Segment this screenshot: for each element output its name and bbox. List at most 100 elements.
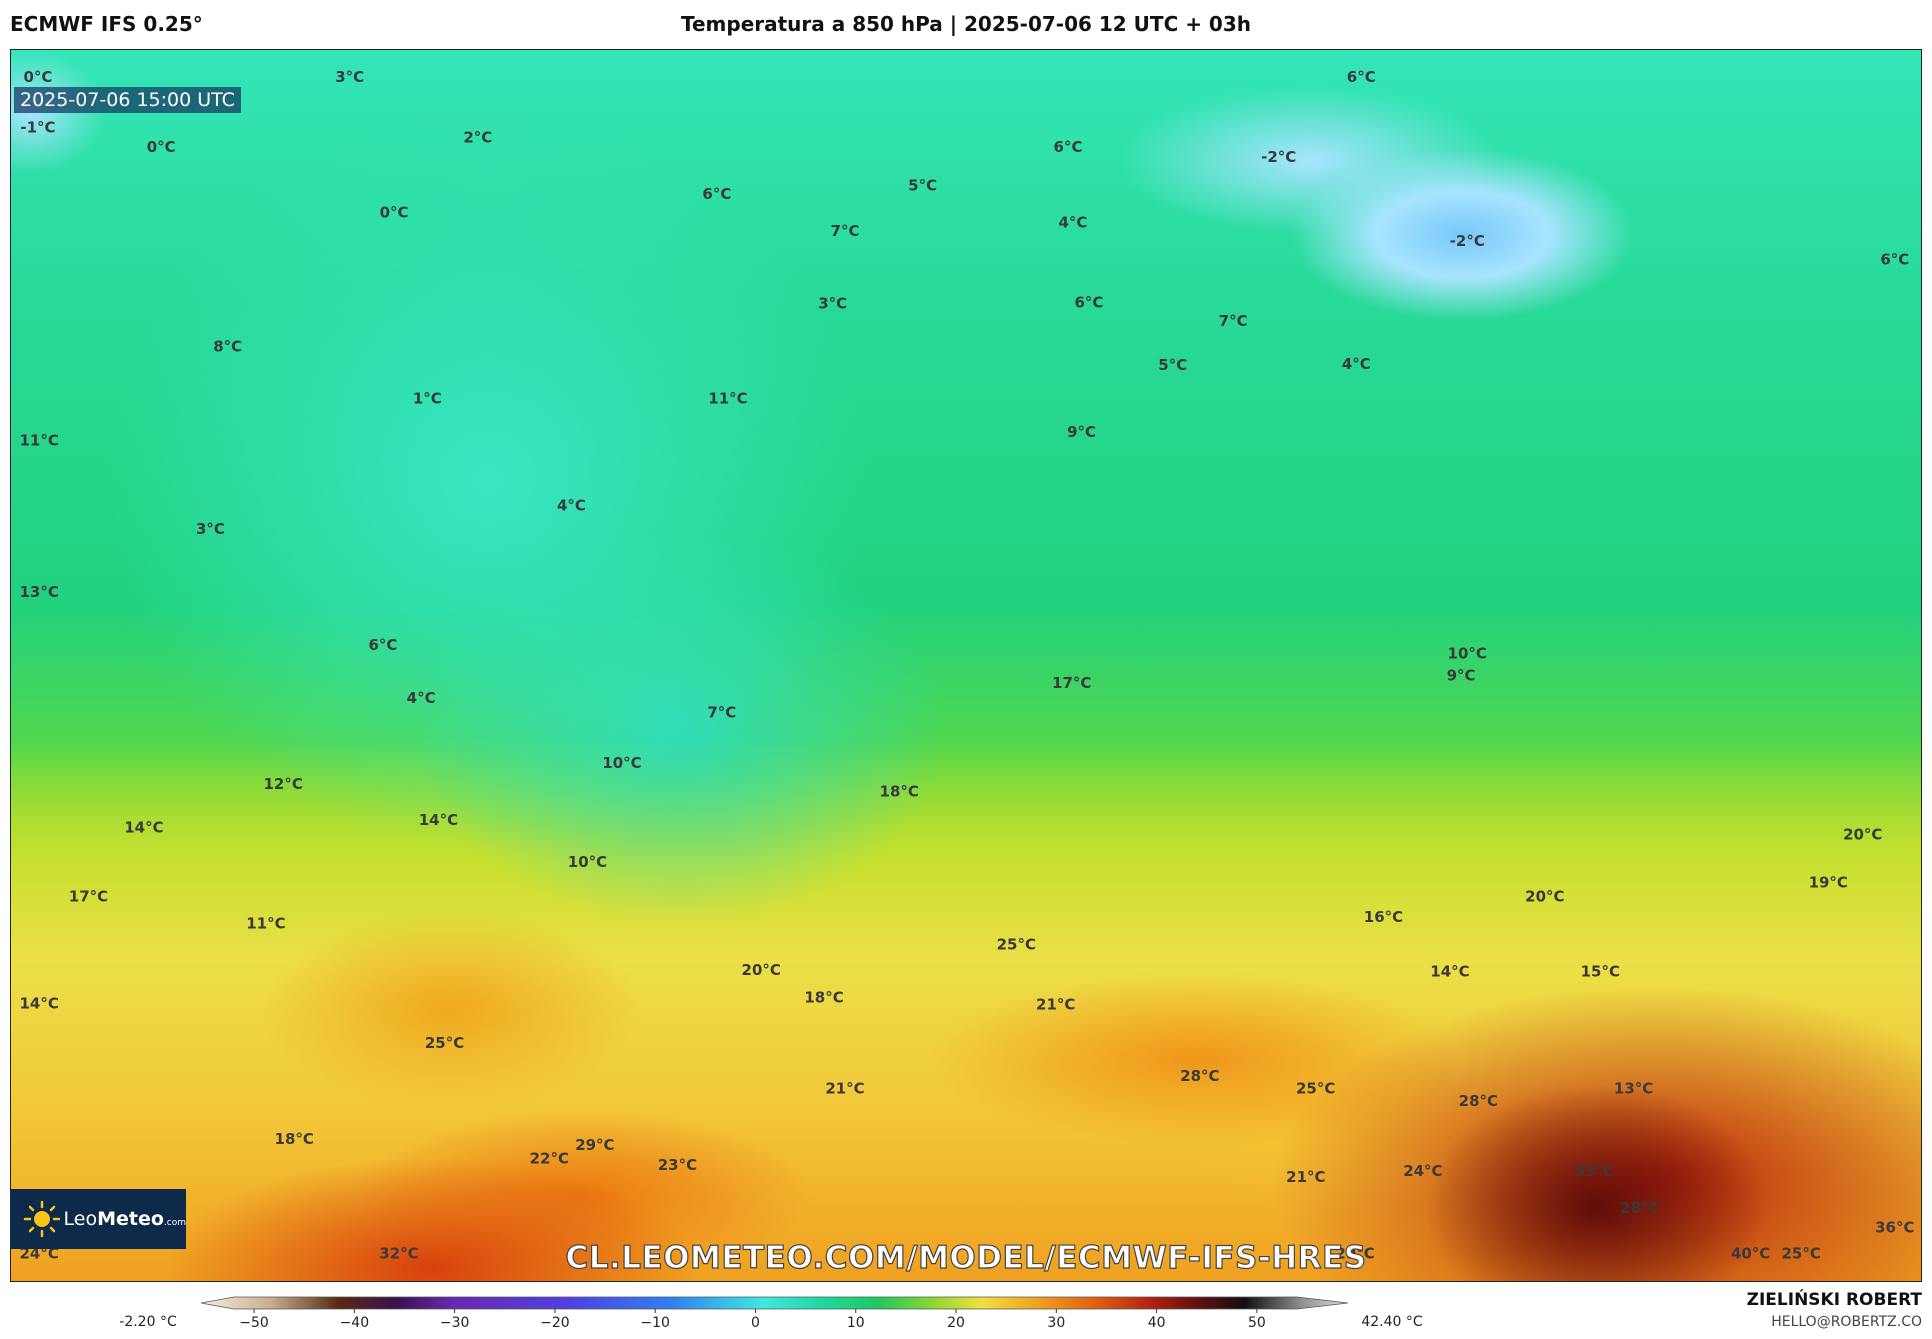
temperature-label: 15°C [1581,962,1620,980]
logo: LeoMeteo.com [10,1189,186,1249]
temperature-label: 32°C [379,1245,418,1263]
temperature-label: 18°C [880,783,919,801]
valid-time: 2025-07-06 15:00 UTC [14,87,241,113]
colorbar-tick-label: −20 [540,1315,570,1331]
temperature-label: 21°C [1036,996,1075,1014]
temperature-label: -2°C [1261,148,1296,166]
colorbar-tick-label: −10 [640,1315,670,1331]
temperature-label: 9°C [1447,667,1476,685]
temperature-label: 25°C [997,935,1036,953]
temperature-label: 28°C [1620,1199,1659,1217]
logo-text: LeoMeteo.com [64,1208,187,1230]
temperature-label: 25°C [425,1034,464,1052]
temperature-label: 12°C [263,775,302,793]
temperature-label: 11°C [20,431,59,449]
temperature-label: 11°C [246,914,285,932]
temperature-label: 2°C [463,128,492,146]
temperature-label: 10°C [602,754,641,772]
temperature-label: 29°C [575,1136,614,1154]
temperature-label: 33°C [1574,1162,1613,1180]
temperature-label: 4°C [1058,213,1087,231]
temperature-label: 14°C [419,811,458,829]
colorbar-tick-label: −30 [440,1315,470,1331]
temperature-label: -1°C [20,118,55,136]
colorbar-tick-label: 50 [1248,1315,1266,1331]
temperature-label: 28°C [1180,1067,1219,1085]
temperature-label: 9°C [1067,423,1096,441]
temperature-label: 3°C [818,295,847,313]
temperature-label: 17°C [1052,674,1091,692]
temperature-label: 8°C [213,338,242,356]
temperature-label: 4°C [557,497,586,515]
temperature-label: 21°C [1286,1168,1325,1186]
temperature-label: 20°C [1843,826,1882,844]
logo-bold: Meteo [97,1208,164,1230]
temperature-label: 14°C [124,818,163,836]
temperature-label: 18°C [804,988,843,1006]
temperature-label: 3°C [196,520,225,538]
temperature-label: 5°C [1158,356,1187,374]
temperature-label: 6°C [1075,293,1104,311]
temperature-label: 20°C [1525,887,1564,905]
temperature-label: 10°C [1448,645,1487,663]
temperature-label: 4°C [1342,355,1371,373]
temperature-label: -2°C [1450,232,1485,250]
colorbar-tick-label: 40 [1148,1315,1166,1331]
colorbar-tick-label: −40 [340,1315,370,1331]
colorbar-min: -2.20 °C [119,1314,177,1330]
temperature-label: 11°C [708,389,747,407]
temperature-map: 0°C 3°C -1°C 0°C 2°C 6°C 0°C 5°C 7°C 3°C 6°C 4°C 6°C… [10,49,1922,1282]
temperature-label: 14°C [1430,962,1469,980]
temperature-label: 21°C [825,1079,864,1097]
temperature-label: 23°C [658,1156,697,1174]
colorbar-max: 42.40 °C [1361,1314,1423,1330]
temperature-label: 13°C [1614,1079,1653,1097]
temperature-label: 13°C [20,583,59,601]
temperature-label: 6°C [1347,68,1376,86]
watermark: CL.LEOMETEO.COM/MODEL/ECMWF-IFS-HRES [565,1239,1367,1276]
temperature-label: 3°C [335,68,364,86]
author: ZIELIŃSKI ROBERT [1746,1290,1922,1310]
temperature-label: 0°C [380,203,409,221]
colorbar-bar [200,1296,1349,1310]
temperature-label: 25°C [1781,1245,1820,1263]
model-name: ECMWF IFS 0.25° [10,12,203,36]
temperature-label: 17°C [69,887,108,905]
logo-suffix: .com [163,1218,186,1228]
colorbar-tick-label: 10 [847,1315,865,1331]
logo-light: Leo [63,1208,98,1230]
logo-sun [23,1200,60,1238]
temperature-label: 24°C [1403,1162,1442,1180]
temperature-label: 20°C [742,961,781,979]
colorbar-tick-label: 0 [751,1315,760,1331]
temperature-label: 28°C [1459,1092,1498,1110]
temperature-label: 22°C [530,1150,569,1168]
temperature-label: 18°C [275,1130,314,1148]
temperature-label: 19°C [1809,874,1848,892]
map-title: Temperatura a 850 hPa | 2025-07-06 12 UT… [680,12,1251,36]
email: HELLO@ROBERTZ.CO [1771,1314,1922,1330]
temperature-label: 7°C [831,222,860,240]
temperature-label: 29°C [1335,1245,1374,1263]
temperature-label: 10°C [568,853,607,871]
temperature-label: 6°C [1880,250,1909,268]
colorbar-tick-label: 30 [1047,1315,1065,1331]
temperature-label: 7°C [707,704,736,722]
temperature-label: 1°C [413,389,442,407]
temperature-label: 5°C [908,176,937,194]
temperature-label: 6°C [702,185,731,203]
temperature-label: 4°C [407,689,436,707]
temperature-label: 6°C [368,636,397,654]
temperature-label: 6°C [1054,138,1083,156]
temperature-label: 36°C [1875,1219,1914,1237]
temperature-label: 25°C [1296,1079,1335,1097]
colorbar-tick-label: 20 [947,1315,965,1331]
temperature-label: 24°C [20,1245,59,1263]
temperature-label: 7°C [1219,312,1248,330]
temperature-label: 40°C [1731,1245,1770,1263]
temperature-label: 0°C [147,138,176,156]
colorbar-tick-label: −50 [239,1315,269,1331]
temperature-label: 0°C [23,68,52,86]
temperature-label: 16°C [1364,908,1403,926]
